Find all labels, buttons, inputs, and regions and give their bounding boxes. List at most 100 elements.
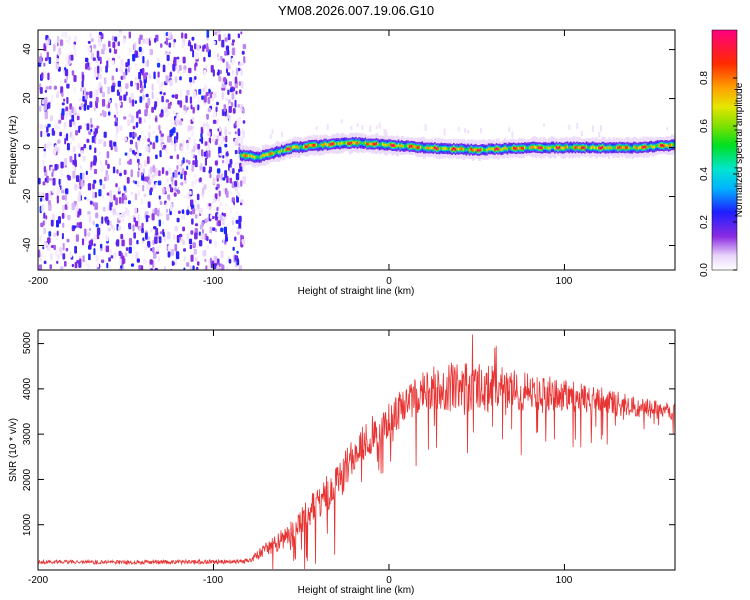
- ridge-cell: [356, 142, 360, 145]
- spectrogram-ytick-label: 40: [22, 43, 33, 55]
- ridge-cell: [314, 143, 317, 147]
- noise-cell: [165, 170, 169, 176]
- ridge-cell: [268, 153, 271, 156]
- noise-cell: [206, 113, 209, 120]
- noise-cell: [234, 99, 237, 108]
- noise-cell: [117, 31, 121, 38]
- noise-cell: [101, 259, 105, 264]
- ridge-cell: [265, 153, 268, 156]
- noise-cell: [122, 216, 125, 222]
- noise-cell: [113, 194, 116, 201]
- noise-cell: [208, 169, 211, 174]
- noise-cell: [64, 69, 69, 77]
- noise-cell: [174, 180, 178, 187]
- noise-cell: [173, 56, 177, 63]
- ridge-cell: [358, 141, 361, 144]
- ridge-cell: [342, 141, 346, 145]
- noise-cell: [158, 170, 161, 177]
- noise-cell: [58, 178, 61, 185]
- ridge-cell: [669, 144, 672, 147]
- noise-cell: [66, 238, 70, 243]
- noise-cell: [142, 168, 145, 174]
- noise-cell: [222, 238, 225, 243]
- noise-cell: [137, 180, 140, 188]
- noise-cell: [53, 244, 56, 251]
- noise-cell: [221, 159, 225, 164]
- ridge-cell: [599, 146, 603, 150]
- noise-cell: [89, 200, 93, 205]
- noise-cell: [191, 218, 194, 225]
- noise-cell: [201, 194, 204, 198]
- noise-cell: [194, 223, 199, 227]
- ridge-spur: [243, 130, 245, 138]
- noise-cell: [223, 33, 227, 38]
- ridge-cell: [328, 143, 331, 146]
- noise-cell: [127, 152, 130, 161]
- ridge-cell: [459, 147, 462, 151]
- ridge-cell: [514, 147, 518, 150]
- noise-cell: [136, 82, 140, 91]
- ridge-spur: [666, 127, 669, 131]
- ridge-cell: [287, 147, 290, 151]
- ridge-cell: [303, 145, 306, 149]
- noise-cell: [167, 103, 171, 109]
- ridge-cell: [355, 140, 358, 144]
- ridge-cell: [453, 147, 456, 150]
- noise-cell: [228, 106, 232, 113]
- noise-cell: [237, 33, 240, 39]
- noise-cell: [44, 124, 47, 128]
- ridge-cell: [633, 145, 636, 149]
- noise-cell: [56, 195, 59, 204]
- noise-cell: [194, 62, 198, 67]
- noise-cell: [225, 61, 229, 69]
- noise-cell: [123, 94, 127, 101]
- noise-cell: [205, 265, 208, 270]
- noise-cell: [47, 102, 51, 109]
- noise-cell: [125, 68, 128, 76]
- noise-cell: [209, 257, 212, 264]
- noise-cell: [105, 245, 110, 253]
- noise-cell: [75, 175, 80, 183]
- noise-cell: [190, 230, 194, 235]
- noise-cell: [87, 263, 91, 270]
- noise-cell: [130, 80, 133, 87]
- noise-cell: [72, 170, 76, 179]
- ridge-cell: [434, 146, 437, 149]
- noise-cell: [156, 125, 159, 130]
- snr-panel: -200 -100 0 100 1000 2000 3000 4000 5000…: [8, 329, 676, 596]
- ridge-cell: [655, 144, 658, 148]
- ridge-cell: [410, 144, 413, 148]
- noise-cell: [138, 72, 142, 80]
- noise-cell: [41, 159, 45, 167]
- noise-cell: [125, 91, 128, 96]
- noise-cell: [110, 255, 114, 259]
- ridge-cell: [634, 146, 638, 149]
- noise-cell: [130, 191, 134, 195]
- noise-cell: [93, 248, 96, 256]
- noise-cell: [152, 246, 155, 253]
- noise-cell: [105, 234, 109, 242]
- noise-cell: [129, 47, 133, 53]
- noise-cell: [223, 77, 227, 83]
- noise-cell: [100, 164, 104, 172]
- ridge-cell: [639, 146, 642, 149]
- noise-cell: [82, 172, 85, 179]
- ridge-cell: [347, 142, 350, 145]
- noise-cell: [184, 33, 188, 39]
- noise-cell: [176, 132, 179, 140]
- noise-cell: [103, 111, 107, 118]
- noise-cell: [206, 245, 210, 250]
- noise-cell: [159, 91, 163, 95]
- noise-cell: [42, 192, 45, 198]
- noise-cell: [163, 266, 166, 270]
- ridge-cell: [596, 146, 600, 150]
- ridge-spur: [479, 127, 482, 134]
- noise-cell: [77, 194, 81, 202]
- ridge-cell: [299, 145, 303, 148]
- noise-cell: [232, 87, 235, 92]
- ridge-spur: [508, 127, 511, 132]
- noise-cell: [71, 202, 75, 211]
- noise-cell: [71, 134, 75, 141]
- noise-cell: [149, 187, 153, 193]
- noise-cell: [139, 68, 143, 74]
